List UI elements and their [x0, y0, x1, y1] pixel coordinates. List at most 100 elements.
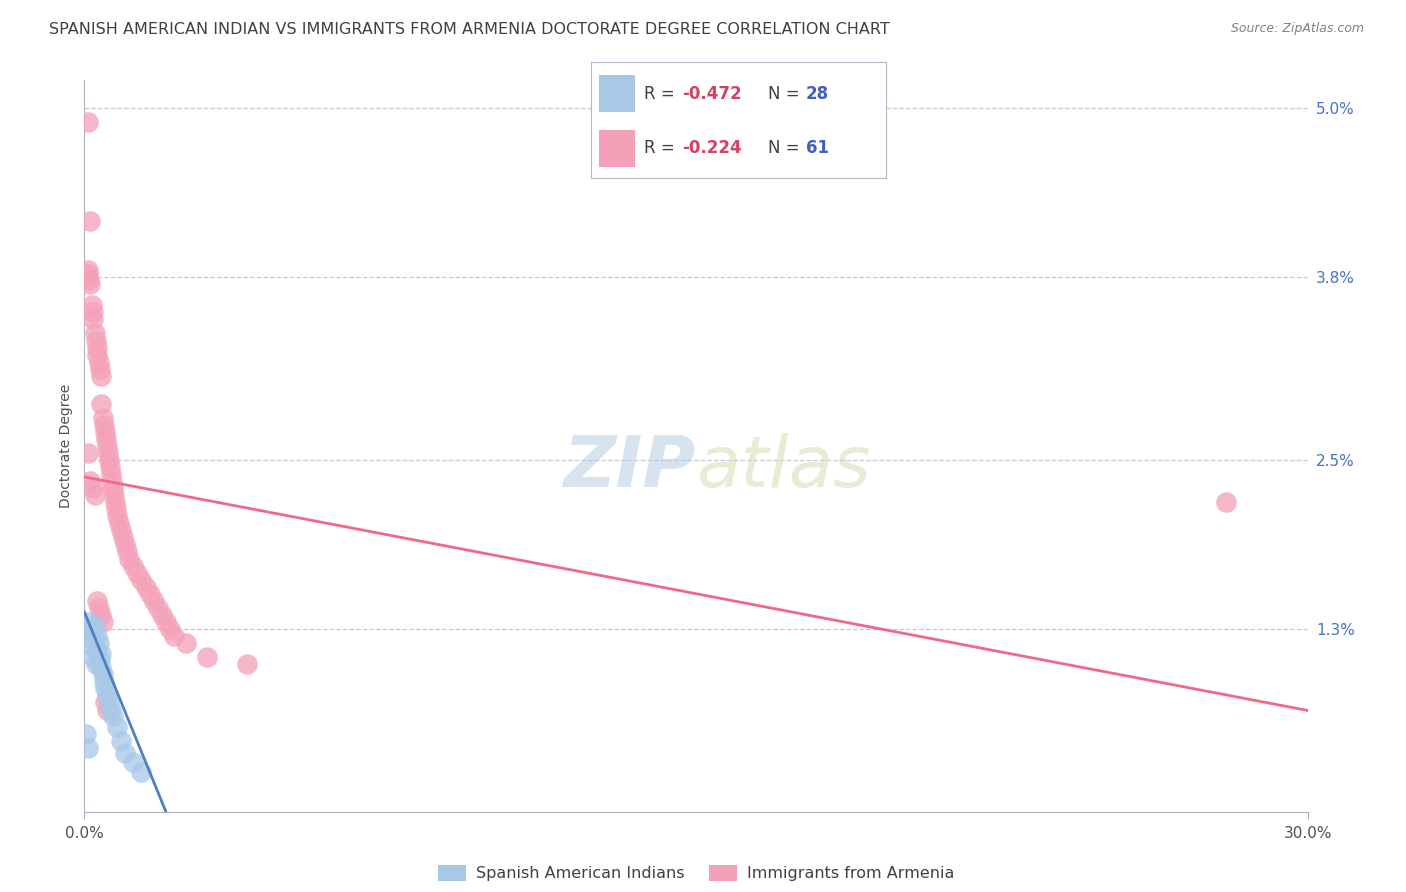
- Point: [82, 650, 104, 665]
- Point: [96, 439, 118, 453]
- Point: [101, 474, 124, 488]
- Point: [96, 703, 118, 717]
- Text: 61: 61: [806, 139, 830, 157]
- Text: atlas: atlas: [696, 434, 870, 502]
- Point: [79, 277, 101, 292]
- Legend: Spanish American Indians, Immigrants from Armenia: Spanish American Indians, Immigrants fro…: [432, 858, 960, 888]
- Text: Source: ZipAtlas.com: Source: ZipAtlas.com: [1230, 22, 1364, 36]
- Point: [93, 681, 117, 695]
- Y-axis label: Doctorate Degree: Doctorate Degree: [59, 384, 73, 508]
- Point: [146, 600, 169, 615]
- Point: [101, 709, 124, 723]
- Point: [77, 622, 100, 636]
- Point: [195, 650, 218, 665]
- Point: [83, 619, 105, 633]
- Point: [135, 580, 157, 594]
- Point: [77, 446, 100, 460]
- Point: [90, 661, 112, 675]
- Point: [90, 397, 112, 411]
- Point: [86, 629, 108, 643]
- Point: [89, 361, 111, 376]
- Point: [100, 467, 122, 482]
- Point: [87, 354, 110, 368]
- Point: [91, 615, 114, 629]
- Point: [138, 587, 160, 601]
- Point: [103, 488, 125, 502]
- Point: [82, 312, 104, 326]
- Point: [110, 524, 132, 538]
- Point: [82, 305, 104, 319]
- Point: [82, 639, 104, 653]
- Point: [77, 615, 100, 629]
- Point: [150, 607, 173, 622]
- Point: [114, 537, 136, 551]
- Text: -0.472: -0.472: [682, 85, 742, 103]
- Point: [86, 643, 108, 657]
- Point: [87, 600, 110, 615]
- Bar: [599, 129, 636, 167]
- Point: [86, 341, 108, 355]
- Point: [97, 453, 120, 467]
- Text: SPANISH AMERICAN INDIAN VS IMMIGRANTS FROM ARMENIA DOCTORATE DEGREE CORRELATION : SPANISH AMERICAN INDIAN VS IMMIGRANTS FR…: [49, 22, 890, 37]
- Point: [79, 214, 101, 228]
- Point: [131, 765, 153, 780]
- Point: [131, 573, 153, 587]
- Point: [79, 624, 101, 639]
- Point: [87, 636, 110, 650]
- Point: [105, 720, 128, 734]
- Point: [122, 558, 145, 573]
- Point: [97, 446, 120, 460]
- Point: [75, 727, 97, 741]
- Point: [93, 417, 115, 432]
- Point: [80, 298, 103, 312]
- Point: [112, 530, 135, 544]
- Point: [83, 326, 105, 341]
- Point: [114, 746, 136, 760]
- Text: ZIP: ZIP: [564, 434, 696, 502]
- Point: [76, 741, 98, 756]
- Point: [76, 268, 98, 282]
- Point: [155, 615, 177, 629]
- Point: [105, 509, 128, 524]
- Text: -0.224: -0.224: [682, 139, 742, 157]
- Point: [84, 334, 107, 348]
- Point: [80, 633, 103, 648]
- Point: [97, 695, 120, 709]
- Bar: [599, 75, 636, 112]
- Text: R =: R =: [644, 139, 679, 157]
- Point: [86, 348, 108, 362]
- Point: [110, 734, 132, 748]
- Point: [163, 629, 186, 643]
- Point: [104, 495, 127, 509]
- Point: [105, 502, 128, 516]
- Point: [90, 607, 112, 622]
- Text: R =: R =: [644, 85, 679, 103]
- Text: 28: 28: [806, 85, 830, 103]
- Point: [91, 410, 114, 425]
- Point: [122, 756, 145, 770]
- Point: [89, 653, 111, 667]
- Point: [90, 368, 112, 383]
- Point: [77, 115, 100, 129]
- Point: [93, 425, 117, 439]
- Point: [77, 273, 100, 287]
- Point: [83, 488, 105, 502]
- Point: [93, 695, 117, 709]
- Point: [98, 460, 121, 475]
- Point: [108, 516, 131, 531]
- Point: [236, 657, 259, 671]
- Text: N =: N =: [768, 139, 804, 157]
- Point: [1215, 495, 1237, 509]
- Point: [159, 622, 181, 636]
- Point: [127, 566, 149, 580]
- Point: [91, 666, 114, 681]
- Point: [115, 544, 138, 558]
- Point: [94, 432, 117, 446]
- Point: [100, 703, 122, 717]
- Point: [101, 481, 124, 495]
- Point: [174, 636, 197, 650]
- Point: [118, 551, 141, 566]
- Point: [96, 690, 118, 704]
- Point: [77, 263, 100, 277]
- Point: [86, 593, 108, 607]
